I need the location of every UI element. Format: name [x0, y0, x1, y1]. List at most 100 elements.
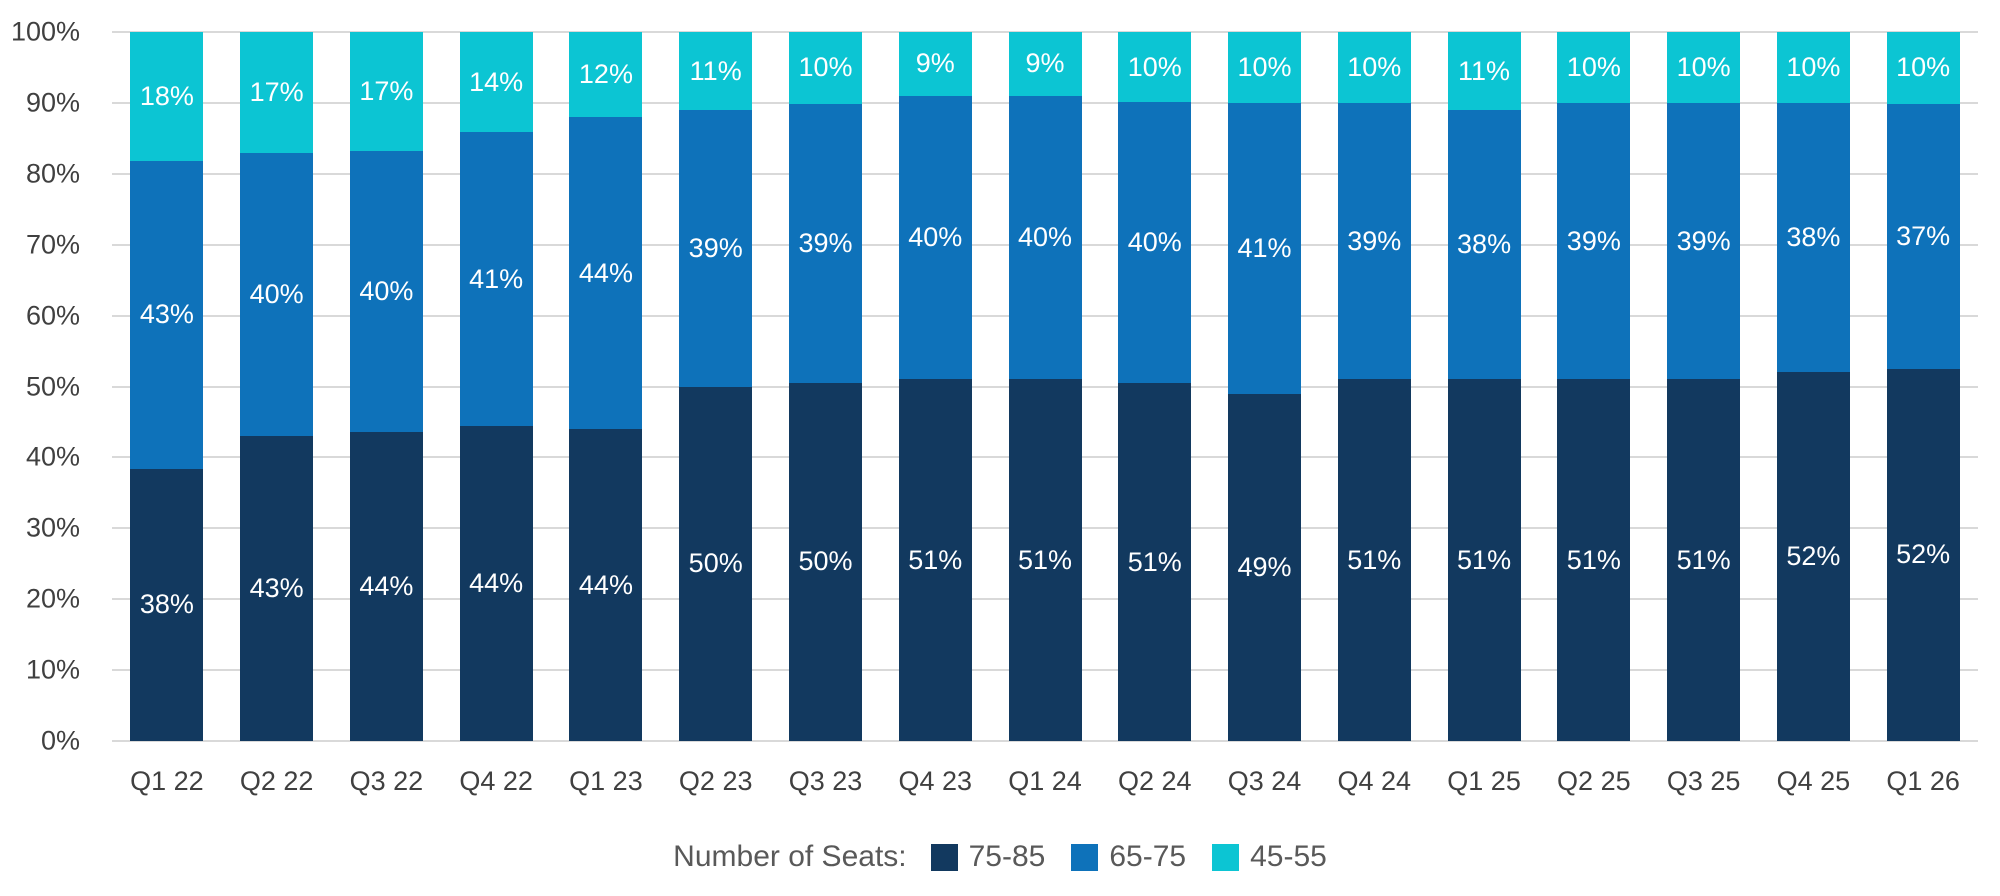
- bar-segment-label: 49%: [1237, 551, 1292, 582]
- y-axis-tick-label: 100%: [10, 16, 80, 47]
- bar-segment-label: 10%: [1127, 51, 1182, 82]
- y-axis-tick-label: 70%: [25, 229, 80, 260]
- bar-segment-label: 39%: [1347, 225, 1402, 256]
- bar-slot: 50% 39% 11%: [661, 32, 771, 741]
- bar-segment-75-85: 50%: [788, 382, 862, 741]
- legend-swatch: [930, 843, 958, 871]
- bar-segment-75-85: 51%: [1447, 379, 1521, 741]
- bar-segment-label: 17%: [359, 76, 414, 107]
- bar-segment-label: 11%: [689, 55, 742, 86]
- bar-segment-label: 51%: [1347, 544, 1402, 575]
- bar-slot: 50% 39% 10%: [771, 32, 881, 741]
- x-axis-tick-label: Q4 24: [1337, 766, 1412, 796]
- x-axis-tick-label: Q4 23: [898, 766, 973, 796]
- y-axis-tick-label: 30%: [25, 512, 80, 543]
- gridline: [112, 740, 1978, 742]
- bar-segment-label: 10%: [1566, 51, 1621, 82]
- bar-segment-label: 44%: [469, 567, 524, 598]
- bar-slot: 38% 43% 18%: [112, 32, 222, 741]
- bar-segment-label: 10%: [1237, 51, 1292, 82]
- bar-segment-75-85: 44%: [569, 429, 643, 741]
- bar-segment-label: 51%: [1017, 544, 1073, 575]
- bar-segment-65-75: 39%: [1557, 102, 1631, 380]
- y-axis-tick-label: 20%: [25, 583, 80, 614]
- bar-segment-label: 44%: [578, 257, 633, 288]
- bar-segment-75-85: 51%: [1118, 383, 1192, 741]
- bar-segment-45-55: 14%: [459, 32, 533, 133]
- bar-segment-65-75: 39%: [679, 110, 753, 387]
- bar-segment-75-85: 52%: [1776, 372, 1850, 741]
- y-axis-tick-label: 90%: [25, 87, 80, 118]
- bar-segment-label: 12%: [578, 59, 633, 90]
- bar-segment-label: 50%: [688, 548, 743, 579]
- bar-segment-45-55: 17%: [349, 32, 423, 152]
- bar-segment-45-55: 10%: [1776, 32, 1850, 103]
- bar-segment-label: 10%: [1786, 51, 1841, 82]
- bar-segment-label: 39%: [688, 232, 743, 263]
- bar-segment-65-75: 41%: [459, 132, 533, 426]
- bar-segment-label: 17%: [249, 76, 304, 107]
- bar-segment-label: 14%: [469, 66, 524, 97]
- legend-item-label: 65-75: [1109, 840, 1187, 873]
- x-axis: Q1 22 Q2 22 Q3 22 Q4 22 Q1 23 Q2 23 Q3 23 Q4 23…: [112, 766, 1978, 797]
- bar-segment-label: 38%: [139, 589, 194, 620]
- bar-segment-75-85: 44%: [459, 425, 533, 741]
- x-axis-tick-label: Q3 24: [1227, 766, 1302, 796]
- legend-swatch: [1212, 843, 1240, 871]
- bar-column: 44% 40% 17%: [349, 32, 423, 741]
- bar-segment-label: 51%: [1676, 544, 1731, 575]
- bar-segment-45-55: 9%: [898, 32, 972, 96]
- bar-segment-label: 51%: [1127, 546, 1182, 577]
- bar-segment-label: 52%: [1896, 539, 1951, 570]
- bar-column: 51% 40% 9%: [898, 32, 972, 741]
- x-axis-tick-label: Q1 23: [569, 766, 643, 796]
- x-axis-tick-label: Q1 25: [1447, 766, 1521, 796]
- legend-item-45-55: 45-55: [1212, 840, 1327, 874]
- bar-segment-label: 40%: [249, 278, 304, 309]
- bar-segment-45-55: 11%: [1447, 32, 1521, 111]
- bar-segment-75-85: 49%: [1228, 393, 1302, 741]
- bar-segment-45-55: 10%: [1228, 32, 1302, 103]
- bar-slot: 51% 39% 10%: [1539, 32, 1649, 741]
- bar-column: 43% 40% 17%: [240, 32, 314, 741]
- legend-item-label: 75-85: [968, 840, 1046, 873]
- bar-segment-label: 39%: [1566, 225, 1621, 256]
- bar-slot: 52% 38% 10%: [1758, 32, 1868, 741]
- bar-segment-75-85: 51%: [1008, 379, 1082, 741]
- bar-slot: 51% 40% 10%: [1100, 32, 1210, 741]
- bar-segment-label: 41%: [469, 263, 524, 294]
- y-axis-tick-label: 60%: [25, 300, 80, 331]
- bar-segment-label: 37%: [1896, 220, 1951, 251]
- bar-segment-45-55: 10%: [1557, 32, 1631, 103]
- bar-segment-label: 39%: [1676, 225, 1731, 256]
- bar-segment-label: 44%: [359, 571, 414, 602]
- bar-segment-65-75: 41%: [1228, 102, 1302, 394]
- bar-column: 51% 39% 10%: [1667, 32, 1741, 741]
- bar-segment-65-75: 40%: [1118, 102, 1192, 383]
- bar-segment-65-75: 39%: [788, 103, 862, 383]
- plot-area: 38% 43% 18% 43% 40% 17% 44% 40% 17% 44% 41% 14% 44% 4…: [112, 31, 1978, 742]
- x-axis-tick-label: Q1 26: [1886, 766, 1960, 796]
- bar-segment-65-75: 39%: [1667, 102, 1741, 380]
- legend-item-75-85: 75-85: [930, 840, 1046, 874]
- bar-segment-65-75: 38%: [1447, 110, 1521, 380]
- y-axis-tick-label: 10%: [25, 654, 80, 685]
- x-axis-tick-label: Q3 23: [788, 766, 863, 796]
- bar-segment-75-85: 52%: [1886, 368, 1960, 741]
- bar-segment-label: 52%: [1786, 541, 1841, 572]
- bar-column: 51% 40% 10%: [1118, 32, 1192, 741]
- bar-slot: 52% 37% 10%: [1868, 32, 1978, 741]
- bar-segment-label: 50%: [798, 546, 853, 577]
- y-axis-tick-label: 50%: [25, 371, 80, 401]
- bar-segment-75-85: 38%: [130, 468, 204, 741]
- bar-segment-65-75: 40%: [240, 152, 314, 437]
- x-axis-tick-label: Q1 24: [1008, 766, 1082, 796]
- legend-items: 75-85 65-75 45-55: [930, 840, 1327, 874]
- bar-segment-label: 10%: [1896, 52, 1951, 83]
- bar-segment-45-55: 12%: [569, 32, 643, 118]
- bar-segment-label: 41%: [1237, 232, 1292, 263]
- bar-segment-65-75: 43%: [130, 160, 204, 469]
- bar-segment-65-75: 40%: [898, 95, 972, 380]
- bar-column: 50% 39% 10%: [788, 32, 862, 741]
- legend: Number of Seats: 75-85 65-75 45-55: [0, 840, 2000, 874]
